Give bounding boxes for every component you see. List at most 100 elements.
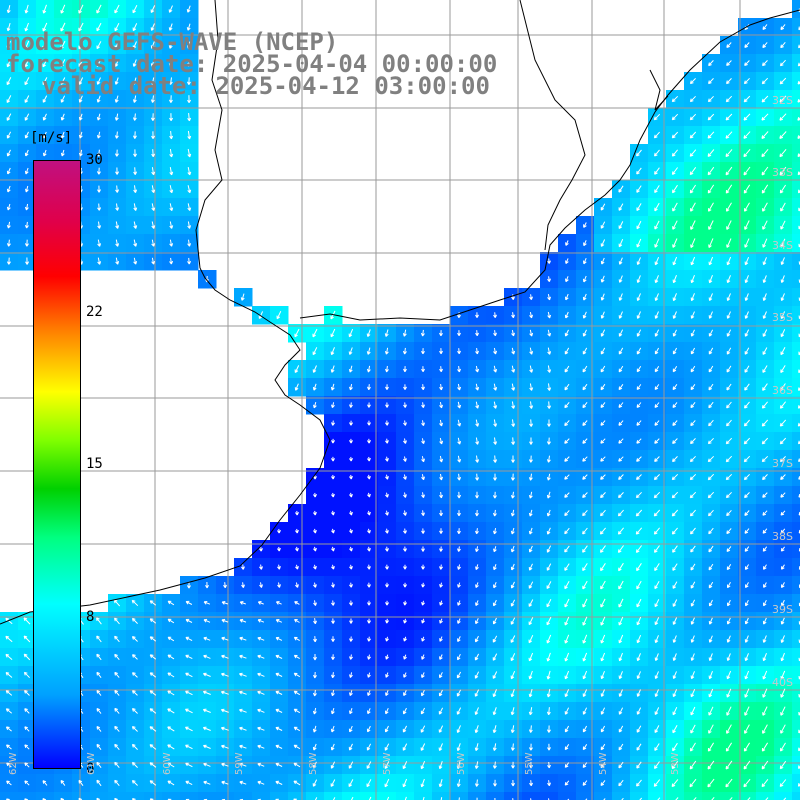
wind-arrow	[600, 634, 606, 644]
wind-arrow	[24, 95, 30, 103]
wind-arrow	[367, 690, 371, 696]
wind-arrow	[457, 473, 462, 481]
wind-arrow	[725, 455, 733, 463]
wind-arrow	[96, 149, 101, 157]
wind-arrow	[293, 708, 301, 714]
wind-arrow	[114, 743, 120, 751]
speed-cell	[792, 72, 800, 91]
wind-arrow	[600, 598, 606, 608]
wind-arrow	[511, 329, 515, 337]
coastline-river-plate	[0, 267, 331, 625]
wind-arrow	[330, 474, 335, 480]
wind-arrow	[725, 131, 733, 139]
wind-arrow	[528, 599, 534, 607]
wind-arrow	[744, 635, 749, 643]
wind-arrow	[349, 383, 353, 391]
wind-arrow	[367, 510, 371, 516]
wind-arrow	[708, 329, 714, 337]
wind-arrow	[780, 24, 786, 31]
wind-arrow	[169, 113, 174, 122]
wind-arrow	[330, 328, 336, 338]
wind-arrow	[726, 688, 732, 698]
wind-arrow	[187, 257, 192, 265]
wind-arrow	[421, 348, 425, 355]
wind-arrow	[220, 726, 229, 731]
wind-arrow	[582, 329, 587, 337]
wind-arrow	[583, 258, 587, 265]
wind-arrow	[672, 671, 677, 679]
wind-arrow	[671, 761, 679, 770]
wind-arrow	[708, 256, 714, 266]
wind-arrow	[798, 44, 800, 49]
colorbar	[33, 160, 81, 769]
speed-cell	[270, 792, 289, 800]
wind-arrow	[689, 113, 697, 121]
wind-arrow	[151, 167, 156, 176]
wind-arrow	[131, 761, 138, 768]
wind-arrow	[24, 762, 30, 768]
map-title-valid-date: valid date: 2025-04-12 03:00:00	[42, 72, 490, 100]
wind-arrow	[493, 473, 497, 481]
wind-arrow	[636, 653, 641, 662]
wind-arrow	[726, 401, 732, 409]
wind-arrow	[185, 600, 193, 605]
wind-arrow	[167, 780, 175, 786]
wind-arrow	[582, 545, 588, 553]
wind-arrow	[96, 59, 102, 68]
wind-arrow	[797, 98, 800, 103]
wind-arrow	[403, 582, 408, 588]
wind-arrow	[726, 635, 731, 643]
wind-arrow	[582, 474, 588, 480]
speed-cell	[792, 504, 800, 523]
wind-arrow	[548, 798, 550, 800]
wind-arrow	[600, 671, 605, 680]
wind-arrow	[60, 113, 65, 121]
wind-arrow	[564, 581, 570, 590]
wind-arrow	[726, 706, 732, 716]
wind-arrow	[798, 458, 800, 462]
wind-arrow	[672, 742, 678, 752]
wind-arrow	[635, 527, 643, 535]
wind-arrow	[726, 347, 732, 355]
wind-arrow	[618, 634, 624, 644]
wind-arrow	[114, 707, 120, 714]
wind-arrow	[6, 257, 11, 265]
wind-arrow	[25, 257, 30, 265]
wind-arrow	[492, 599, 497, 607]
wind-arrow	[529, 365, 534, 373]
wind-arrow	[689, 760, 697, 770]
wind-arrow	[6, 203, 11, 211]
wind-arrow	[331, 528, 335, 534]
wind-arrow	[583, 222, 587, 228]
wind-arrow	[60, 95, 66, 103]
wind-arrow	[221, 654, 229, 659]
speed-cell	[792, 270, 800, 289]
lagoon-coast	[649, 69, 669, 111]
wind-arrow	[690, 599, 696, 607]
wind-arrow	[239, 744, 247, 749]
wind-arrow	[582, 689, 588, 697]
wind-arrow	[636, 402, 642, 408]
wind-arrow	[349, 564, 353, 570]
wind-arrow	[6, 762, 12, 768]
wind-arrow	[672, 706, 678, 716]
wind-arrow	[202, 726, 211, 731]
wind-arrow	[618, 671, 623, 680]
wind-arrow	[440, 797, 443, 800]
wind-arrow	[331, 510, 335, 516]
wind-arrow	[385, 402, 389, 408]
wind-arrow	[421, 654, 425, 660]
wind-arrow	[743, 184, 751, 194]
wind-arrow	[456, 725, 461, 733]
wind-arrow	[747, 797, 751, 800]
wind-arrow	[761, 742, 769, 752]
wind-arrow	[439, 455, 444, 463]
wind-arrow	[239, 654, 247, 659]
wind-arrow	[403, 654, 407, 660]
wind-arrow	[707, 131, 715, 139]
wind-arrow	[689, 149, 697, 157]
wind-arrow	[133, 203, 138, 211]
wind-arrow	[672, 275, 677, 284]
speed-cell	[450, 792, 469, 800]
wind-arrow	[6, 221, 11, 229]
